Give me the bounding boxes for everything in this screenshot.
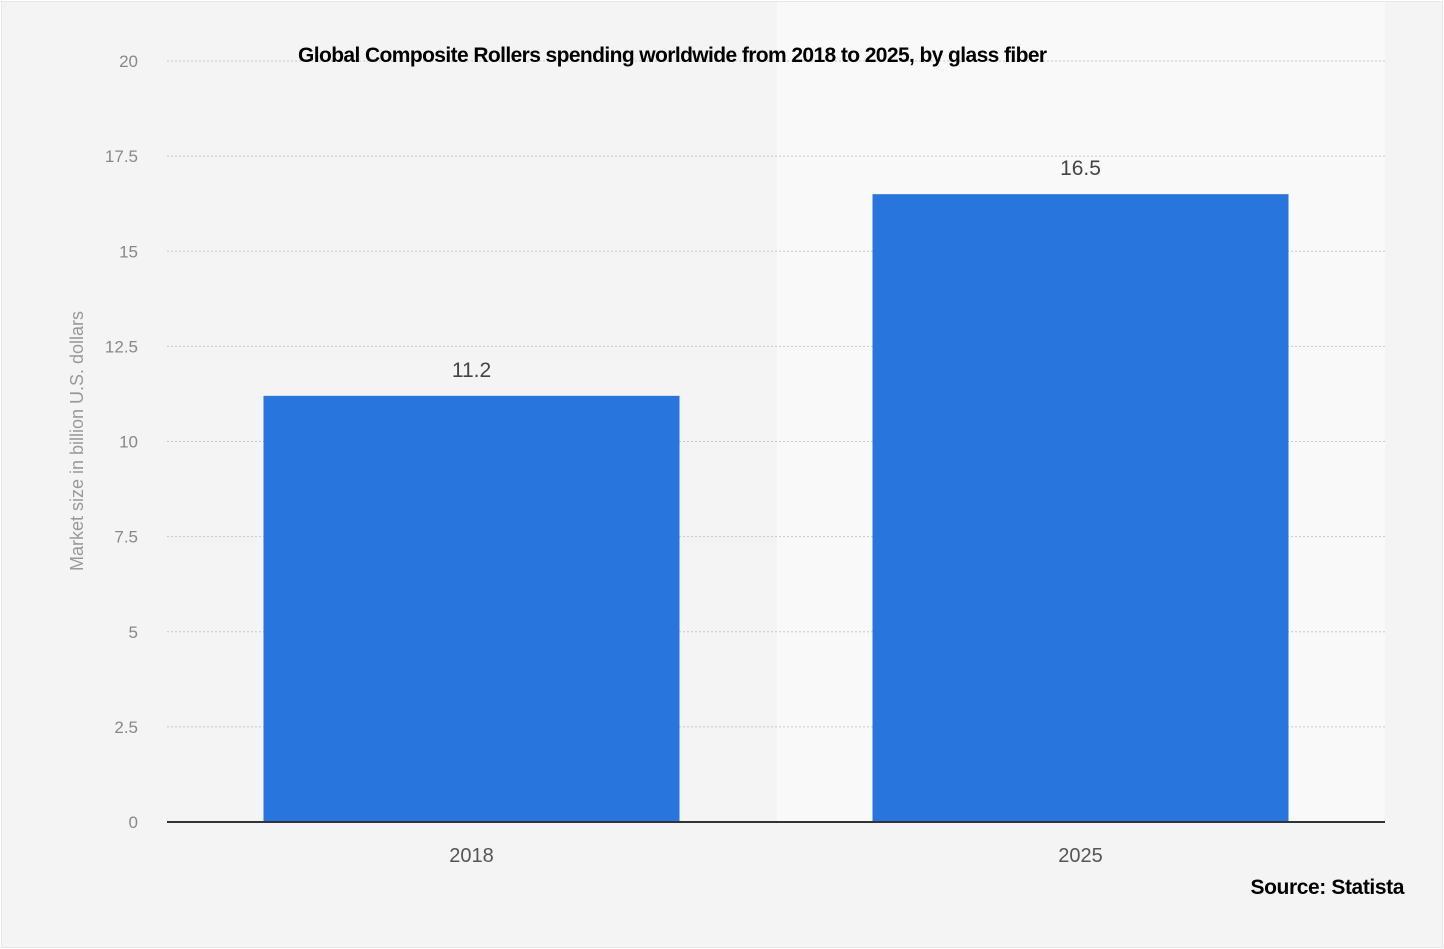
data-label: 11.2: [452, 359, 491, 382]
y-tick-label: 5: [129, 623, 138, 642]
y-tick-label: 12.5: [105, 337, 138, 356]
y-tick-label: 15: [119, 242, 138, 261]
y-tick-label: 17.5: [105, 147, 138, 166]
bar-2025: [872, 194, 1289, 823]
y-axis-label: Market size in billion U.S. dollars: [67, 311, 87, 571]
y-tick-label: 20: [119, 52, 138, 71]
y-tick-label: 10: [119, 433, 138, 452]
data-label: 16.5: [1060, 157, 1101, 180]
x-tick-label: 2018: [449, 845, 494, 867]
x-tick-label: 2025: [1058, 845, 1103, 867]
y-tick-label: 0: [129, 813, 138, 832]
source-label: Source: Statista: [1250, 876, 1405, 899]
bar-2018: [263, 395, 680, 822]
y-tick-label: 7.5: [114, 528, 138, 547]
chart-title: Global Composite Rollers spending worldw…: [298, 44, 1047, 67]
y-tick-label: 2.5: [114, 718, 138, 737]
